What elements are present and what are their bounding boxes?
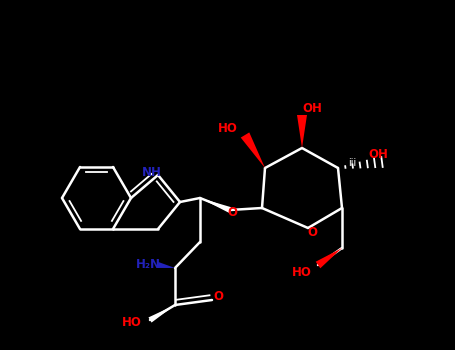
Text: HO: HO [218,121,238,134]
Text: OH: OH [368,148,388,161]
Text: HO: HO [292,266,312,279]
Text: O: O [307,225,317,238]
Polygon shape [297,115,307,148]
Polygon shape [241,132,265,168]
Text: O: O [213,290,223,303]
Text: OH: OH [302,102,322,114]
Polygon shape [157,262,175,268]
Polygon shape [148,305,175,323]
Text: H₂N: H₂N [136,259,161,272]
Text: iii: iii [348,158,356,168]
Text: O: O [227,206,237,219]
Polygon shape [316,248,342,268]
Text: NH: NH [142,166,162,178]
Polygon shape [200,198,231,213]
Text: HO: HO [122,315,142,329]
